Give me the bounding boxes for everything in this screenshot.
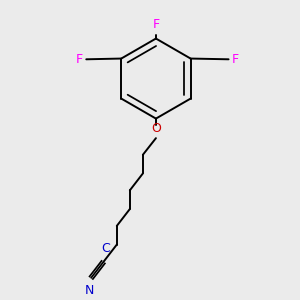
Text: F: F bbox=[152, 18, 160, 31]
Text: F: F bbox=[232, 53, 239, 66]
Text: C: C bbox=[101, 242, 110, 255]
Text: F: F bbox=[76, 53, 83, 66]
Text: N: N bbox=[85, 284, 94, 297]
Text: O: O bbox=[151, 122, 161, 136]
